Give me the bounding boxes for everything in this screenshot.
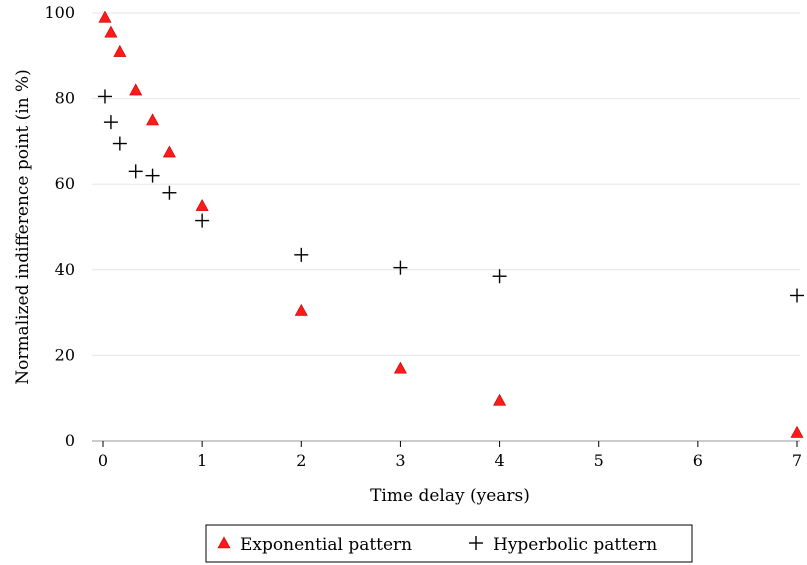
- x-tick-label: 4: [494, 451, 504, 470]
- legend-marker-hyperbolic: [469, 536, 483, 550]
- exponential-point: [129, 83, 143, 96]
- hyperbolic-point: [790, 288, 804, 303]
- exponential-point: [493, 393, 507, 406]
- hyperbolic-point: [97, 89, 112, 104]
- legend-marker-exponential: [217, 536, 231, 549]
- hyperbolic-point: [492, 269, 507, 284]
- y-axis-ticks: 0 20 40 60 80 100: [44, 3, 75, 450]
- x-tick-label: 1: [197, 451, 207, 470]
- hyperbolic-point: [162, 185, 177, 200]
- x-axis-label: Time delay (years): [370, 486, 530, 506]
- hyperbolic-point: [103, 115, 118, 130]
- hyperbolic-point: [393, 260, 408, 275]
- hyperbolic-point: [145, 168, 160, 183]
- x-tick-label: 0: [98, 451, 108, 470]
- y-tick-label: 0: [65, 431, 75, 450]
- hyperbolic-point: [294, 247, 309, 262]
- exponential-point: [98, 10, 112, 23]
- exponential-point: [294, 303, 308, 316]
- data-points: [97, 10, 804, 438]
- y-tick-label: 100: [44, 3, 75, 22]
- legend-label-exponential: Exponential pattern: [240, 535, 412, 555]
- legend-box: [205, 524, 693, 563]
- legend-label-hyperbolic: Hyperbolic pattern: [493, 535, 657, 555]
- exponential-point: [790, 425, 804, 438]
- hyperbolic-point: [128, 164, 143, 179]
- y-tick-label: 80: [55, 89, 75, 108]
- y-tick-label: 20: [55, 345, 75, 364]
- x-tick-label: 7: [792, 451, 802, 470]
- x-tick-label: 2: [296, 451, 306, 470]
- grid-lines: [92, 12, 800, 356]
- y-tick-label: 40: [55, 260, 75, 279]
- x-tick-label: 6: [693, 451, 703, 470]
- exponential-point: [113, 44, 127, 57]
- exponential-point: [393, 361, 407, 374]
- hyperbolic-point: [195, 213, 210, 228]
- y-tick-label: 60: [55, 174, 75, 193]
- x-tick-label: 5: [594, 451, 604, 470]
- x-tick-label: 3: [395, 451, 405, 470]
- y-axis-label: Normalized indifference point (in %): [13, 69, 33, 385]
- hyperbolic-point: [112, 136, 127, 151]
- exponential-point: [146, 113, 160, 126]
- legend: Exponential pattern Hyperbolic pattern: [205, 524, 693, 563]
- exponential-point: [195, 198, 209, 211]
- exponential-point: [162, 145, 176, 158]
- x-axis-ticks: 0 1 2 3 4 5 6 7: [98, 441, 802, 470]
- exponential-point: [104, 25, 118, 38]
